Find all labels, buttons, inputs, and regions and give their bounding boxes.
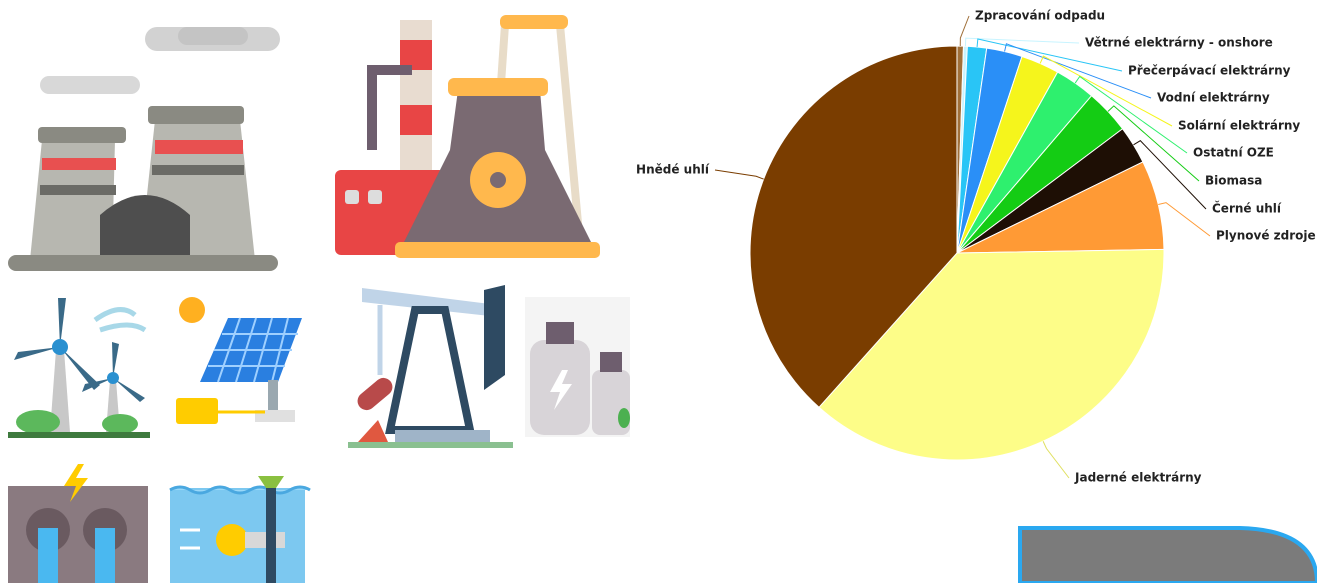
- slice-label: Hnědé uhlí: [636, 163, 710, 177]
- wind-icon: [8, 298, 150, 438]
- leader-line: [1107, 105, 1200, 182]
- nuclear-plant-icon: [335, 15, 600, 258]
- leader-line: [959, 15, 970, 47]
- slice-label: Ostatní OZE: [1193, 146, 1274, 160]
- leader-line: [1042, 441, 1070, 479]
- leader-line: [1074, 75, 1188, 154]
- leader-line: [976, 38, 1123, 72]
- pie-slice: [818, 248, 1165, 461]
- slice-label: Větrné elektrárny - onshore: [1085, 36, 1273, 50]
- slice-label: Černé uhlí: [1212, 201, 1282, 216]
- biogas-icon: [525, 297, 630, 437]
- slice-label: Zpracování odpadu: [975, 9, 1105, 23]
- pie-chart: Zpracování odpadu Větrné elektrárny - ons…: [636, 9, 1316, 485]
- pie-slice: [749, 45, 958, 408]
- slice-label: Jaderné elektrárny: [1074, 471, 1202, 485]
- slice-label: Přečerpávací elektrárny: [1128, 64, 1291, 78]
- leader-line: [1158, 202, 1211, 237]
- leader-line: [1004, 43, 1152, 99]
- coal-plant-icon: [8, 27, 280, 271]
- slice-label: Solární elektrárny: [1178, 119, 1300, 133]
- oil-pump-icon: [348, 285, 513, 448]
- pipe-shape: [1018, 526, 1317, 583]
- leader-line: [1133, 140, 1207, 210]
- leader-line: [1039, 55, 1173, 127]
- solar-icon: [176, 297, 302, 424]
- slice-label: Plynové zdroje: [1216, 229, 1316, 243]
- dam-icon: [8, 464, 148, 583]
- slice-label: Biomasa: [1205, 174, 1262, 188]
- leader-line: [714, 169, 764, 180]
- hydro-turbine-icon: [169, 476, 311, 583]
- slice-label: Vodní elektrárny: [1157, 91, 1270, 105]
- leader-line: [964, 37, 1080, 47]
